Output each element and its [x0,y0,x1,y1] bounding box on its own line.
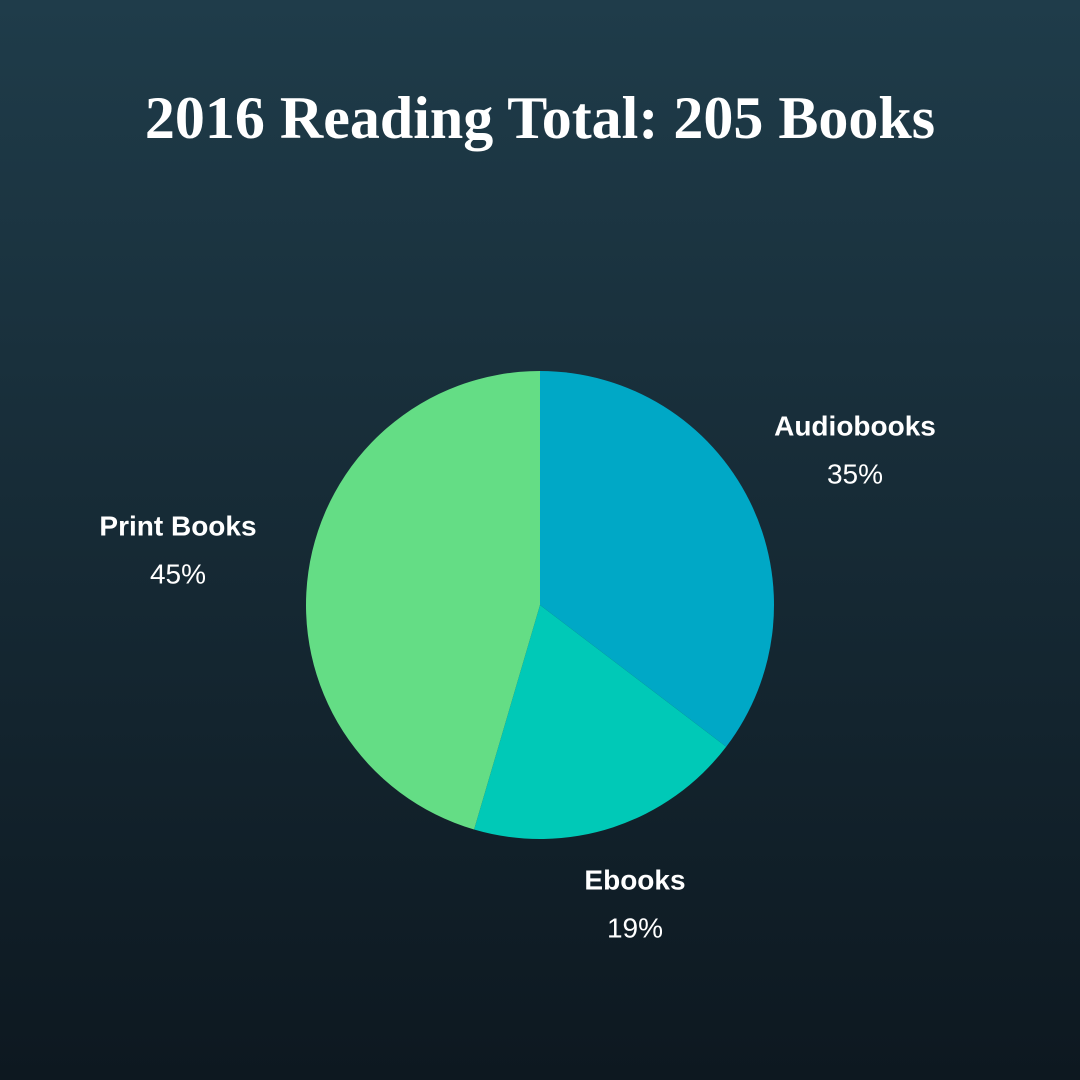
chart-title: 2016 Reading Total: 205 Books [145,85,935,151]
slice-label: Print Books [99,510,256,541]
slice-label: Audiobooks [774,410,936,441]
slice-value-label: 19% [607,912,663,943]
pie-slice [540,371,774,747]
pie-slice [305,371,540,830]
slice-value-label: 35% [827,458,883,489]
slice-label: Ebooks [584,864,685,895]
slice-value-label: 45% [150,558,206,589]
pie-slice [474,605,727,839]
